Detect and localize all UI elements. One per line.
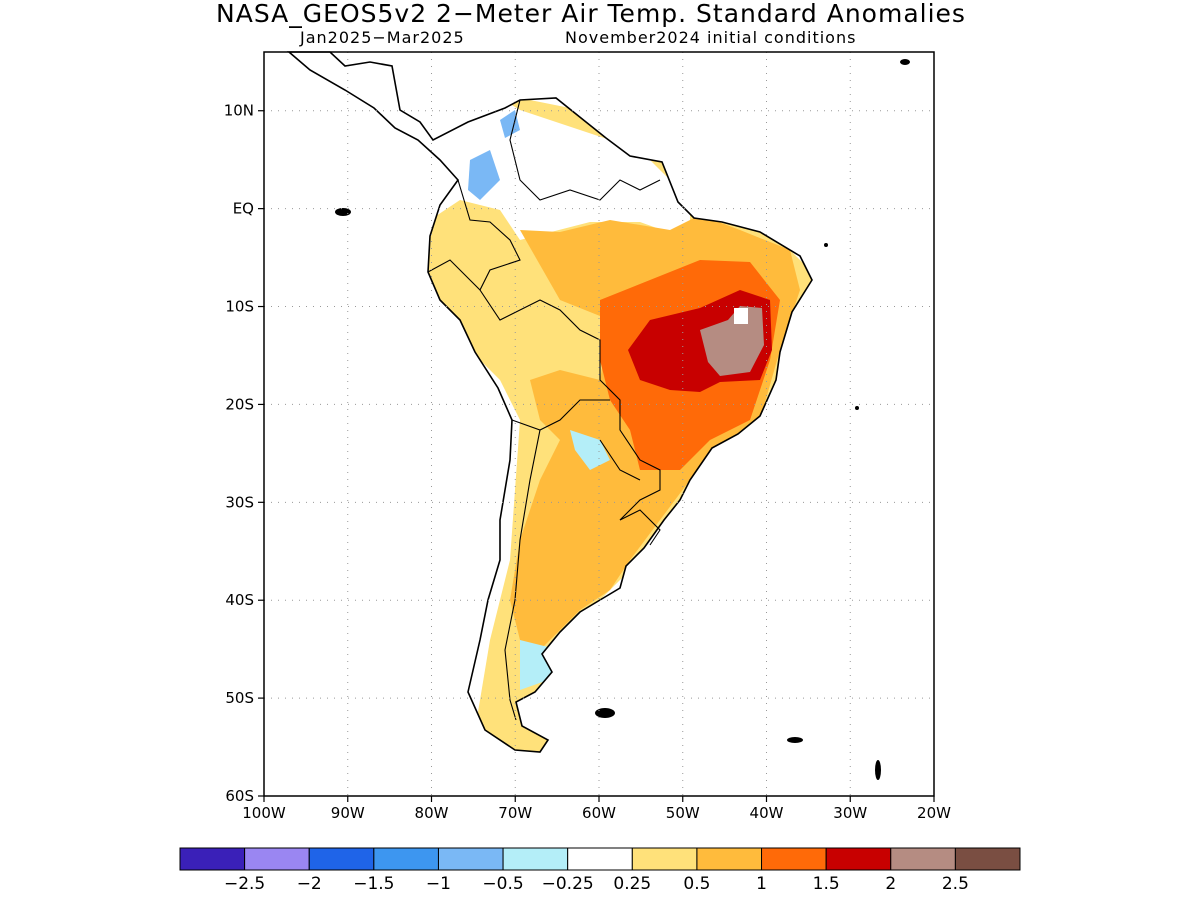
anomaly-negative-patch [468, 150, 500, 200]
lon-tick-label: 100W [242, 804, 286, 822]
border-line [509, 99, 661, 201]
lon-tick-label: 70W [498, 804, 532, 822]
lat-tick-label: EQ [233, 200, 254, 218]
border-line [457, 179, 661, 521]
border-line [619, 509, 661, 546]
anomaly-negative-patch [500, 110, 520, 138]
subtitle-period: Jan2025−Mar2025 [300, 28, 465, 47]
colorbar-label: −1.5 [353, 874, 394, 894]
lon-tick-label: 20W [917, 804, 951, 822]
colorbar-swatch [437, 847, 504, 871]
subtitle-initial-conditions: November2024 initial conditions [565, 28, 857, 47]
colorbar-swatch [308, 847, 375, 871]
colorbar-swatch [567, 847, 633, 871]
colorbar: −2.5 −2 −1.5 −1 −0.5 −0.25 0.25 0.5 1 1.5 2 2.5 [179, 847, 1021, 894]
lat-tick-label: 10S [225, 298, 254, 316]
lat-tick-label: 30S [225, 493, 254, 511]
colorbar-label: 0.25 [613, 874, 651, 894]
island [855, 406, 859, 410]
border-line [599, 439, 641, 481]
lat-tick-label: 60S [225, 787, 254, 805]
colorbar-swatch [825, 847, 892, 871]
country-borders [427, 99, 661, 721]
colorbar-swatch [954, 847, 1021, 871]
colorbar-label: −2 [297, 874, 322, 894]
lon-tick-label: 80W [415, 804, 449, 822]
colorbar-swatch [244, 847, 310, 871]
lat-tick-label: 10N [224, 102, 254, 120]
lat-tick-label: 20S [225, 395, 254, 413]
colorbar-swatch [890, 847, 956, 871]
lon-tick-label: 60W [582, 804, 616, 822]
island [875, 760, 881, 780]
lon-tick-label: 40W [750, 804, 784, 822]
colorbar-label: −2.5 [224, 874, 265, 894]
colorbar-swatch [631, 847, 698, 871]
lat-tick-label: 40S [225, 591, 254, 609]
chart-title: NASA_GEOS5v2 2−Meter Air Temp. Standard … [216, 0, 966, 28]
colorbar-label: 2.5 [942, 874, 969, 894]
border-line [504, 429, 541, 721]
colorbar-swatch [502, 847, 569, 871]
colorbar-label: 1.5 [813, 874, 840, 894]
border-line [427, 259, 481, 291]
colorbar-label: −0.5 [482, 874, 523, 894]
island [595, 708, 615, 718]
island [824, 243, 828, 247]
anomaly-negative-patch [520, 640, 560, 690]
islands [335, 59, 910, 780]
border-line [511, 399, 610, 431]
lon-tick-label: 30W [833, 804, 867, 822]
lat-tick-label: 50S [225, 689, 254, 707]
lon-tick-label: 50W [666, 804, 700, 822]
lon-tick-label: 90W [331, 804, 365, 822]
anomaly-neutral-spot [734, 308, 748, 324]
colorbar-swatch [696, 847, 763, 871]
colorbar-label: −0.25 [542, 874, 594, 894]
colorbar-swatch [761, 847, 827, 871]
colorbar-label: 1 [756, 874, 767, 894]
colorbar-label: 2 [885, 874, 896, 894]
colorbar-label: 0.5 [683, 874, 710, 894]
island [900, 59, 910, 65]
colorbar-swatch [179, 847, 246, 871]
colorbar-swatch [373, 847, 439, 871]
colorbar-label: −1 [426, 874, 451, 894]
island [335, 208, 351, 216]
island [787, 737, 803, 743]
